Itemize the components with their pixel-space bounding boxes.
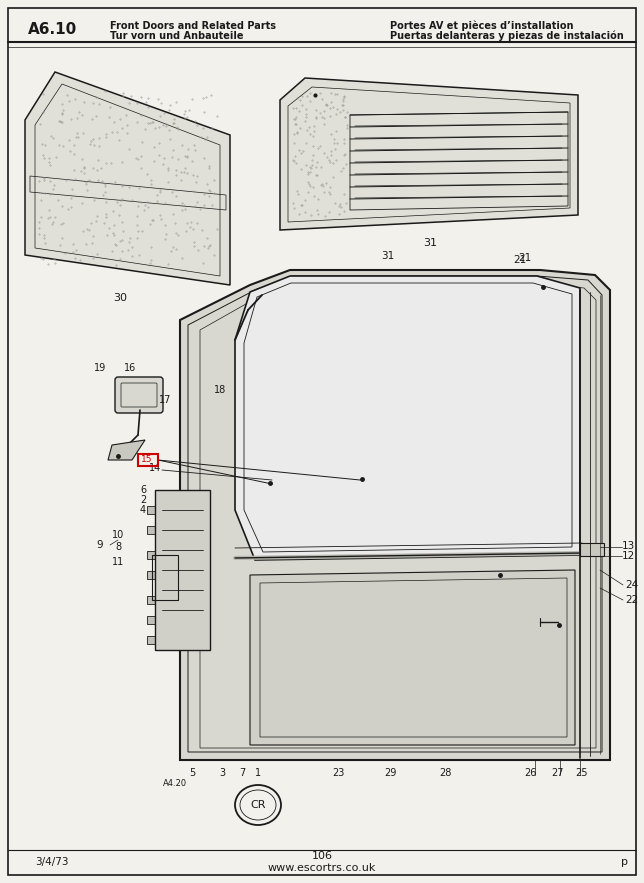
Text: CR: CR: [251, 800, 266, 810]
Text: 3: 3: [219, 768, 225, 778]
Text: 18: 18: [214, 385, 226, 395]
Ellipse shape: [560, 636, 565, 640]
Text: A4.20: A4.20: [163, 779, 187, 788]
FancyBboxPatch shape: [556, 616, 588, 634]
Text: 1: 1: [255, 768, 261, 778]
Text: 14: 14: [149, 463, 161, 473]
Text: 26: 26: [524, 768, 536, 778]
Bar: [147, 616, 155, 624]
Text: 6: 6: [140, 485, 146, 495]
Polygon shape: [155, 490, 210, 650]
Text: 21: 21: [518, 253, 532, 263]
Text: 7: 7: [239, 768, 245, 778]
Text: Puertas delanteras y piezas de instalación: Puertas delanteras y piezas de instalaci…: [390, 31, 624, 42]
Text: 22: 22: [625, 595, 638, 605]
Text: 28: 28: [439, 768, 451, 778]
Text: 5: 5: [189, 768, 195, 778]
Text: 19: 19: [94, 363, 106, 373]
Text: 15: 15: [141, 456, 153, 464]
Text: 8: 8: [115, 542, 121, 552]
Text: Tur vorn und Anbauteile: Tur vorn und Anbauteile: [110, 31, 243, 41]
FancyBboxPatch shape: [457, 575, 533, 616]
Text: 31: 31: [381, 251, 395, 261]
Bar: [147, 551, 155, 559]
Text: 11: 11: [112, 557, 124, 567]
Text: 9: 9: [97, 540, 103, 550]
FancyBboxPatch shape: [115, 377, 163, 413]
Bar: [272, 480, 284, 488]
Polygon shape: [580, 543, 604, 556]
Text: 10: 10: [112, 530, 124, 540]
Text: p: p: [621, 857, 629, 867]
Bar: [147, 571, 155, 579]
Text: 12: 12: [622, 551, 635, 561]
Text: 16: 16: [124, 363, 136, 373]
Bar: [138, 454, 158, 466]
Ellipse shape: [235, 785, 281, 825]
Text: www.escortrs.co.uk: www.escortrs.co.uk: [268, 863, 376, 873]
Text: 23: 23: [332, 768, 344, 778]
Text: 24: 24: [625, 580, 638, 590]
Text: 2: 2: [140, 495, 146, 505]
Polygon shape: [235, 276, 580, 560]
Bar: [147, 526, 155, 534]
Bar: [147, 596, 155, 604]
Ellipse shape: [500, 606, 520, 624]
Ellipse shape: [331, 608, 359, 673]
FancyBboxPatch shape: [260, 708, 564, 737]
Text: Front Doors and Related Parts: Front Doors and Related Parts: [110, 21, 276, 31]
Polygon shape: [280, 78, 578, 230]
Polygon shape: [108, 440, 145, 460]
Text: 17: 17: [159, 395, 171, 405]
Ellipse shape: [408, 617, 433, 673]
Polygon shape: [25, 72, 230, 285]
Text: 25: 25: [576, 768, 588, 778]
Text: 106: 106: [312, 851, 332, 861]
Text: Portes AV et pièces d’installation: Portes AV et pièces d’installation: [390, 20, 574, 31]
Bar: [360, 476, 372, 484]
FancyBboxPatch shape: [262, 683, 326, 705]
Text: A6.10: A6.10: [28, 22, 77, 37]
Text: 3/4/73: 3/4/73: [35, 857, 68, 867]
Text: 21: 21: [513, 255, 527, 265]
Text: 29: 29: [384, 768, 396, 778]
Polygon shape: [180, 270, 610, 760]
Text: 13: 13: [622, 541, 635, 551]
Text: 30: 30: [113, 293, 127, 303]
Text: 27: 27: [552, 768, 564, 778]
Bar: [147, 636, 155, 644]
Polygon shape: [250, 570, 575, 745]
Text: 31: 31: [423, 238, 437, 248]
Bar: [147, 506, 155, 514]
Text: 4: 4: [140, 505, 146, 515]
